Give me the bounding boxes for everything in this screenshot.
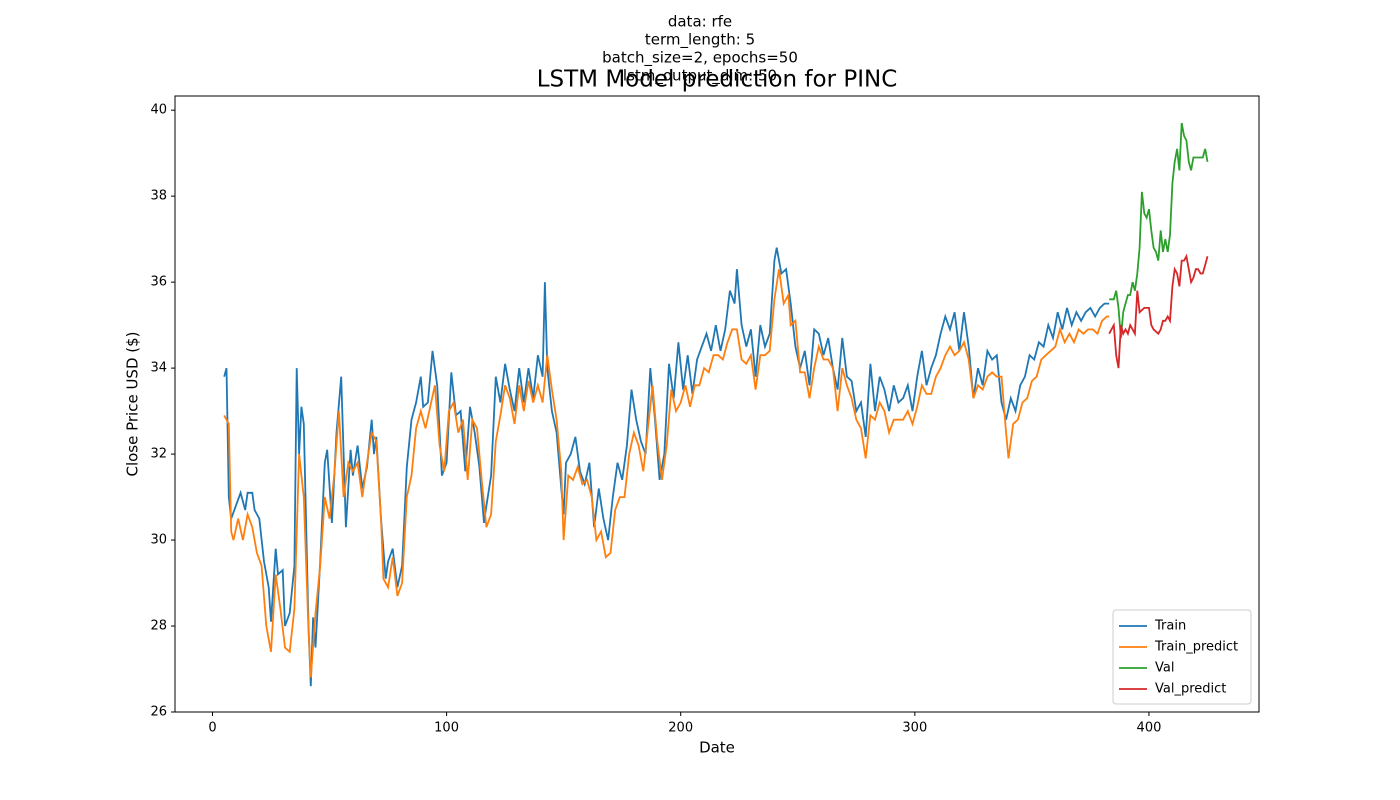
y-tick-label: 30 <box>150 533 167 548</box>
y-tick-label: 26 <box>150 705 167 720</box>
y-tick-label: 32 <box>150 447 167 462</box>
series-line <box>223 247 1110 687</box>
series-line <box>1108 253 1209 369</box>
legend-box <box>1112 609 1252 705</box>
subtitle-line: term_length: 5 <box>645 31 755 50</box>
subtitle-line: batch_size=2, epochs=50 <box>602 49 798 68</box>
x-axis-label: Date <box>699 739 735 757</box>
x-tick-label: 0 <box>208 721 216 736</box>
y-tick-label: 36 <box>150 275 167 290</box>
y-axis-label: Close Price USD ($) <box>124 331 142 476</box>
x-tick-label: 300 <box>902 721 927 736</box>
subtitle-line: lstm_output_dim: 50 <box>623 67 777 86</box>
legend-label: Val_predict <box>1155 682 1226 697</box>
plot-frame <box>174 95 1260 713</box>
legend-label: Val <box>1155 661 1174 676</box>
y-tick-label: 38 <box>150 189 167 204</box>
x-tick-label: 200 <box>668 721 693 736</box>
chart-title: LSTM Model prediction for PINC <box>537 67 898 93</box>
y-tick-label: 34 <box>150 361 167 376</box>
legend-label: Train <box>1154 619 1186 634</box>
series-line <box>223 269 1110 678</box>
series-line <box>1109 122 1209 339</box>
legend-label: Train_predict <box>1154 640 1238 655</box>
x-tick-label: 400 <box>1137 721 1162 736</box>
x-tick-label: 100 <box>434 721 459 736</box>
y-tick-label: 40 <box>150 103 167 118</box>
y-tick-label: 28 <box>150 619 167 634</box>
subtitle-line: data: rfe <box>668 13 732 31</box>
